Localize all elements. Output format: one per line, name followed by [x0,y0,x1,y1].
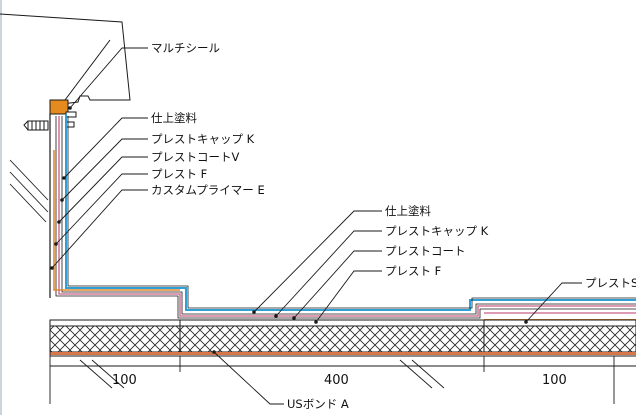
dimension-label-1: 100 [112,373,137,388]
break-lines [79,359,445,389]
insulation-board [49,325,636,353]
layer-coat-pink [58,116,636,317]
callout-us-bond-a: USボンド A [287,397,349,411]
wall-hatching [9,159,49,223]
callout-wall-plest-f: プレスト F [151,167,207,181]
dimension-line [49,330,636,404]
callout-wall-coat-v: プレストコートV [151,150,239,164]
layer-cap-k [61,116,636,315]
floor-leader-dots [252,310,528,324]
callout-wall-cap-k: プレストキャップ K [151,132,255,146]
multi-seal-cap [49,99,69,115]
dimension-label-2: 400 [324,373,349,388]
layer-finish-blue [65,114,636,311]
callout-multi-seal: マルチシール [151,41,220,55]
membrane-layers [53,114,636,321]
callout-floor-cap-k: プレストキャップ K [385,224,489,238]
anchor-fastener [23,120,49,131]
callout-wall-primer-e: カスタムプライマー E [151,183,265,197]
callout-floor-plest-s: プレストS [585,276,636,290]
bottom-leader-dot [212,350,216,354]
callout-floor-plest-f: プレスト F [385,264,441,278]
substrate-orange-band [50,352,636,355]
layer-orange [53,150,180,291]
layer-plest-f [55,116,636,319]
callout-wall-finish: 仕上塗料 [151,111,197,125]
cap-plate-lower [65,121,75,128]
floor-leaders [253,210,582,323]
wall-leader-dots [50,106,72,270]
bottom-leader [213,351,284,405]
cap-plate [65,111,77,118]
parapet-outline [0,13,131,105]
callout-floor-coat: プレストコート [385,244,466,258]
slab-top-band [49,319,636,327]
callout-floor-finish: 仕上塗料 [385,204,431,218]
dimension-label-3: 100 [542,373,567,388]
wall-leaders [51,47,148,269]
layer-finish-outline [67,116,636,309]
